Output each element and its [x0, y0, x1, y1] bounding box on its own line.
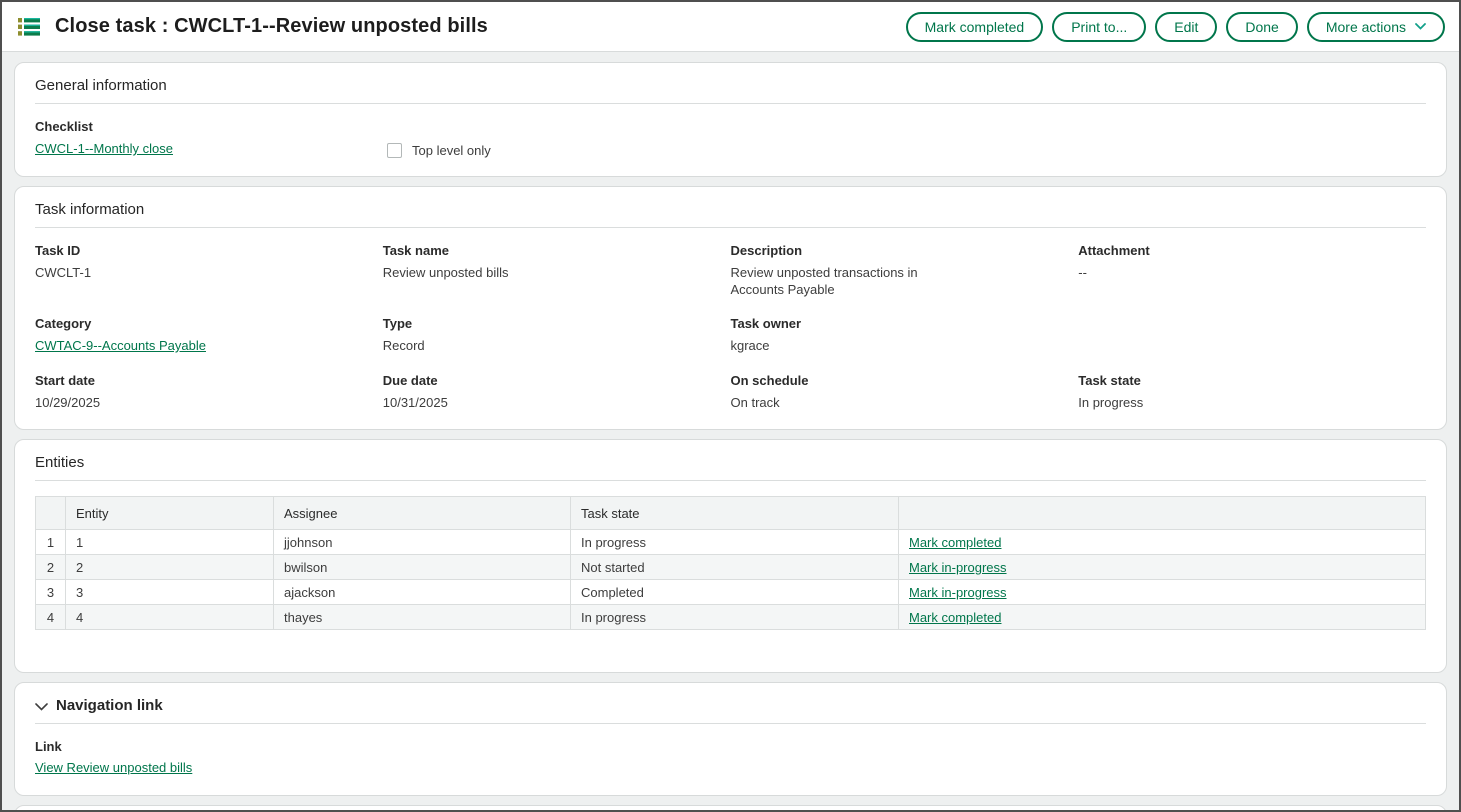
- top-level-only-control: Top level only: [387, 143, 491, 158]
- checklist-link[interactable]: CWCL-1--Monthly close: [35, 141, 173, 156]
- general-information-title: General information: [35, 77, 1426, 104]
- task-name-value: Review unposted bills: [382, 265, 509, 280]
- navigation-link-title: Navigation link: [56, 697, 163, 714]
- task-state-cell: Not started: [570, 554, 899, 580]
- task-state-cell: Completed: [570, 579, 899, 605]
- start-date-label: Start date: [35, 373, 95, 388]
- task-state-label: Task state: [1078, 373, 1141, 388]
- due-date-field: Due date 10/31/2025: [383, 373, 731, 411]
- task-information-title: Task information: [35, 201, 1426, 228]
- type-value: Record: [382, 338, 425, 353]
- type-label: Type: [382, 316, 413, 331]
- top-level-only-label: Top level only: [412, 143, 491, 158]
- task-owner-field: Task owner kgrace: [731, 316, 1079, 355]
- row-number-header: [35, 496, 66, 530]
- category-field: Category CWTAC-9--Accounts Payable: [35, 316, 383, 355]
- attachment-label: Attachment: [1078, 243, 1150, 258]
- task-name-label: Task name: [382, 243, 449, 258]
- dependencies-section: Dependencies: [14, 805, 1447, 810]
- task-owner-value: kgrace: [730, 338, 770, 353]
- page-title: Close task : CWCLT-1--Review unposted bi…: [55, 15, 488, 37]
- more-actions-label: More actions: [1325, 18, 1406, 35]
- link-label: Link: [35, 739, 62, 754]
- task-id-label: Task ID: [35, 243, 81, 258]
- navigation-link-section: Navigation link Link View Review unposte…: [14, 682, 1447, 796]
- task-information-section: Task information Task ID CWCLT-1 Task na…: [14, 186, 1447, 430]
- table-row: 2 2 bwilson Not started Mark in-progress: [35, 554, 1426, 580]
- task-state-cell: In progress: [570, 604, 899, 630]
- entity-column-header: Entity: [65, 496, 274, 530]
- assignee-cell: bwilson: [273, 554, 571, 580]
- table-header-row: Entity Assignee Task state: [35, 496, 1426, 530]
- table-row: 4 4 thayes In progress Mark completed: [35, 604, 1426, 630]
- header-actions: Mark completed Print to... Edit Done Mor…: [905, 11, 1445, 42]
- edit-button[interactable]: Edit: [1155, 11, 1218, 42]
- entities-title: Entities: [35, 454, 1426, 481]
- task-state-field: Task state In progress: [1078, 373, 1426, 411]
- row-action-link[interactable]: Mark in-progress: [909, 559, 1007, 575]
- action-column-header: [898, 496, 1426, 530]
- on-schedule-label: On schedule: [730, 373, 809, 388]
- start-date-value: 10/29/2025: [35, 395, 101, 410]
- on-schedule-field: On schedule On track: [731, 373, 1079, 411]
- row-number: 4: [35, 604, 66, 630]
- entity-cell: 4: [65, 604, 274, 630]
- top-level-only-checkbox[interactable]: [387, 143, 402, 158]
- entity-cell: 3: [65, 579, 274, 605]
- entities-section: Entities Entity Assignee Task state: [14, 439, 1447, 673]
- assignee-cell: ajackson: [273, 579, 571, 605]
- page-content: General information Checklist CWCL-1--Mo…: [2, 52, 1459, 810]
- row-number: 1: [35, 529, 66, 555]
- type-field: Type Record: [383, 316, 731, 355]
- attachment-value: --: [1078, 265, 1087, 280]
- task-name-field: Task name Review unposted bills: [383, 243, 731, 298]
- on-schedule-value: On track: [730, 395, 780, 410]
- row-number: 3: [35, 579, 66, 605]
- more-actions-button[interactable]: More actions: [1306, 11, 1445, 42]
- entity-cell: 1: [65, 529, 274, 555]
- table-row: 1 1 jjohnson In progress Mark completed: [35, 529, 1426, 555]
- task-state-value: In progress: [1078, 395, 1144, 410]
- mark-completed-button[interactable]: Mark completed: [905, 11, 1044, 42]
- chevron-down-icon: [1415, 23, 1426, 30]
- assignee-cell: thayes: [273, 604, 571, 630]
- checklist-label: Checklist: [35, 119, 93, 134]
- category-link[interactable]: CWTAC-9--Accounts Payable: [35, 338, 206, 353]
- description-value: Review unposted transactions in Accounts…: [730, 265, 918, 297]
- entity-cell: 2: [65, 554, 274, 580]
- page-header: Close task : CWCLT-1--Review unposted bi…: [2, 2, 1459, 52]
- description-field: Description Review unposted transactions…: [731, 243, 1079, 298]
- general-information-section: General information Checklist CWCL-1--Mo…: [14, 62, 1447, 177]
- row-number: 2: [35, 554, 66, 580]
- print-to-button[interactable]: Print to...: [1052, 11, 1147, 42]
- task-state-cell: In progress: [570, 529, 899, 555]
- due-date-label: Due date: [382, 373, 438, 388]
- row-action-link[interactable]: Mark in-progress: [909, 584, 1007, 600]
- list-icon: [18, 17, 40, 37]
- due-date-value: 10/31/2025: [382, 395, 448, 410]
- task-state-column-header: Task state: [570, 496, 899, 530]
- task-id-field: Task ID CWCLT-1: [35, 243, 383, 298]
- row-action-link[interactable]: Mark completed: [909, 609, 1002, 625]
- grid-spacer: [1078, 316, 1426, 355]
- description-label: Description: [730, 243, 803, 258]
- category-label: Category: [35, 316, 92, 331]
- entities-table: Entity Assignee Task state 1 1 jjohnson …: [35, 496, 1426, 630]
- assignee-cell: jjohnson: [273, 529, 571, 555]
- assignee-column-header: Assignee: [273, 496, 571, 530]
- chevron-down-icon[interactable]: [35, 702, 48, 711]
- table-row: 3 3 ajackson Completed Mark in-progress: [35, 579, 1426, 605]
- task-owner-label: Task owner: [730, 316, 802, 331]
- task-id-value: CWCLT-1: [35, 265, 92, 280]
- row-action-link[interactable]: Mark completed: [909, 534, 1002, 550]
- done-button[interactable]: Done: [1226, 11, 1298, 42]
- view-task-link[interactable]: View Review unposted bills: [35, 760, 193, 775]
- start-date-field: Start date 10/29/2025: [35, 373, 383, 411]
- attachment-field: Attachment --: [1078, 243, 1426, 298]
